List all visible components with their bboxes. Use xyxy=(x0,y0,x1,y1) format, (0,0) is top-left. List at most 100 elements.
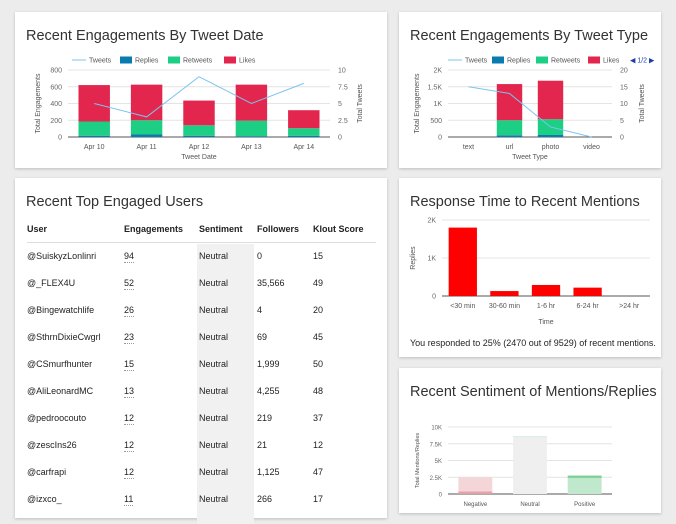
klout-score: 17 xyxy=(313,494,324,504)
user-handle[interactable]: @zescIns26 xyxy=(27,440,77,450)
bar-segment xyxy=(567,475,602,478)
legend-label: Retweets xyxy=(183,58,213,65)
sentiment-value: Neutral xyxy=(199,440,229,450)
user-handle[interactable]: @SuiskyzLonlinri xyxy=(27,251,97,261)
sentiment-value: Neutral xyxy=(199,251,229,261)
bar-segment xyxy=(573,287,602,296)
user-handle[interactable]: @Bingewatchlife xyxy=(27,305,95,315)
legend-label: Tweets xyxy=(89,58,112,65)
y-tick-label: 10K xyxy=(431,426,442,432)
bar-segment xyxy=(183,125,215,136)
y-tick-label: 0 xyxy=(432,294,436,301)
bar-segment xyxy=(235,84,268,121)
y2-tick-label: 2.5 xyxy=(338,118,348,125)
y2-tick-label: 0 xyxy=(620,135,624,142)
y-tick-label: 5K xyxy=(435,459,442,465)
y2-tick-label: 10 xyxy=(620,101,628,108)
y-axis-label: Total Engagements xyxy=(35,73,42,133)
engagements-count[interactable]: 12 xyxy=(124,413,135,425)
engagements-by-date-chart: 0 0 200 2.5 400 5 600 7.5 800 10 Apr 10 Apr 11 Apr 1… xyxy=(35,56,364,161)
user-handle[interactable]: @CSmurfhunter xyxy=(27,359,93,369)
legend-label: Replies xyxy=(135,58,159,65)
bar-segment xyxy=(496,135,523,137)
y-tick-label: 0 xyxy=(58,135,62,142)
sentiment-card: Recent Sentiment of Mentions/Replies 0 2.… xyxy=(399,368,661,513)
column-header[interactable]: Engagements xyxy=(124,224,184,234)
engagements-count[interactable]: 12 xyxy=(124,467,135,479)
card-title: Recent Engagements By Tweet Type xyxy=(410,28,649,44)
engagements-count[interactable]: 13 xyxy=(124,386,135,398)
card-title: Recent Sentiment of Mentions/Replies xyxy=(410,384,657,400)
y-tick-label: 500 xyxy=(430,118,442,125)
engagements-count[interactable]: 23 xyxy=(124,332,135,344)
user-handle[interactable]: @pedroocouto xyxy=(27,413,87,423)
klout-score: 49 xyxy=(313,278,324,288)
klout-score: 37 xyxy=(313,413,324,423)
x-tick-label: <30 min xyxy=(450,303,475,310)
user-handle[interactable]: @_FLEX4U xyxy=(27,278,76,288)
x-axis-label: Tweet Type xyxy=(512,154,548,161)
bar-segment xyxy=(130,120,163,135)
legend-label: Likes xyxy=(239,58,256,65)
engagements-count[interactable]: 15 xyxy=(124,359,135,371)
user-handle[interactable]: @carfrapi xyxy=(27,467,67,477)
sentiment-value: Neutral xyxy=(199,278,229,288)
x-tick-label: >24 hr xyxy=(619,303,640,310)
engagements-count[interactable]: 94 xyxy=(124,251,135,263)
y-tick-label: 1K xyxy=(433,101,442,108)
bar-segment xyxy=(490,291,519,296)
legend-label: Likes xyxy=(603,58,620,65)
engagements-count[interactable]: 26 xyxy=(124,305,135,317)
y2-tick-label: 0 xyxy=(338,135,342,142)
user-handle[interactable]: @SthrnDixieCwgrl xyxy=(27,332,101,342)
x-tick-label: Apr 10 xyxy=(84,144,105,151)
legend-swatch xyxy=(120,56,132,64)
legend-pager[interactable]: ◀ 1/2 ▶ xyxy=(630,58,655,65)
y-tick-label: 2K xyxy=(433,68,442,75)
column-header[interactable]: Sentiment xyxy=(199,224,243,234)
column-header[interactable]: Followers xyxy=(257,224,300,234)
klout-score: 50 xyxy=(313,359,324,369)
y2-axis-label: Total Tweets xyxy=(357,84,364,123)
engagements-count[interactable]: 11 xyxy=(124,494,134,506)
y-tick-label: 1.5K xyxy=(428,84,443,91)
user-handle[interactable]: @izxco_ xyxy=(27,494,62,504)
x-tick-label: video xyxy=(583,144,600,151)
x-axis-label: Time xyxy=(538,319,553,326)
column-header[interactable]: User xyxy=(27,224,48,234)
bar-segment xyxy=(448,227,477,296)
sentiment-value: Neutral xyxy=(199,305,229,315)
engagements-count[interactable]: 12 xyxy=(124,440,135,452)
response-time-card: Response Time to Recent Mentions 0 1K 2K <3… xyxy=(399,178,661,357)
bar-segment xyxy=(567,477,602,494)
bar-segment xyxy=(537,134,564,137)
bar-segment xyxy=(130,134,163,137)
followers-count: 21 xyxy=(257,440,268,450)
card-title: Recent Top Engaged Users xyxy=(26,194,204,210)
x-tick-label: text xyxy=(463,144,474,151)
column-header[interactable]: Klout Score xyxy=(313,224,364,234)
legend-label: Tweets xyxy=(465,58,488,65)
y-tick-label: 2K xyxy=(427,218,436,225)
legend-label: Retweets xyxy=(551,58,581,65)
y-tick-label: 0 xyxy=(438,135,442,142)
engagements-count[interactable]: 52 xyxy=(124,278,135,290)
x-tick-label: Apr 11 xyxy=(137,144,157,151)
bar-segment xyxy=(513,437,547,494)
bar-segment xyxy=(496,120,523,136)
x-tick-label: Apr 12 xyxy=(189,144,210,151)
card-title: Response Time to Recent Mentions xyxy=(410,194,640,210)
y-tick-label: 400 xyxy=(50,101,62,108)
y2-tick-label: 5 xyxy=(338,101,342,108)
bar-segment xyxy=(288,135,320,137)
x-tick-label: Neutral xyxy=(520,502,539,508)
top-users-card: Recent Top Engaged Users User Engagements… xyxy=(15,178,387,524)
klout-score: 20 xyxy=(313,305,324,315)
y-tick-label: 2.5K xyxy=(430,476,442,482)
user-handle[interactable]: @AliLeonardMC xyxy=(27,386,94,396)
followers-count: 266 xyxy=(257,494,273,504)
sentiment-value: Neutral xyxy=(199,332,229,342)
klout-score: 48 xyxy=(313,386,324,396)
sentiment-value: Neutral xyxy=(199,386,229,396)
followers-count: 1,125 xyxy=(257,467,280,477)
